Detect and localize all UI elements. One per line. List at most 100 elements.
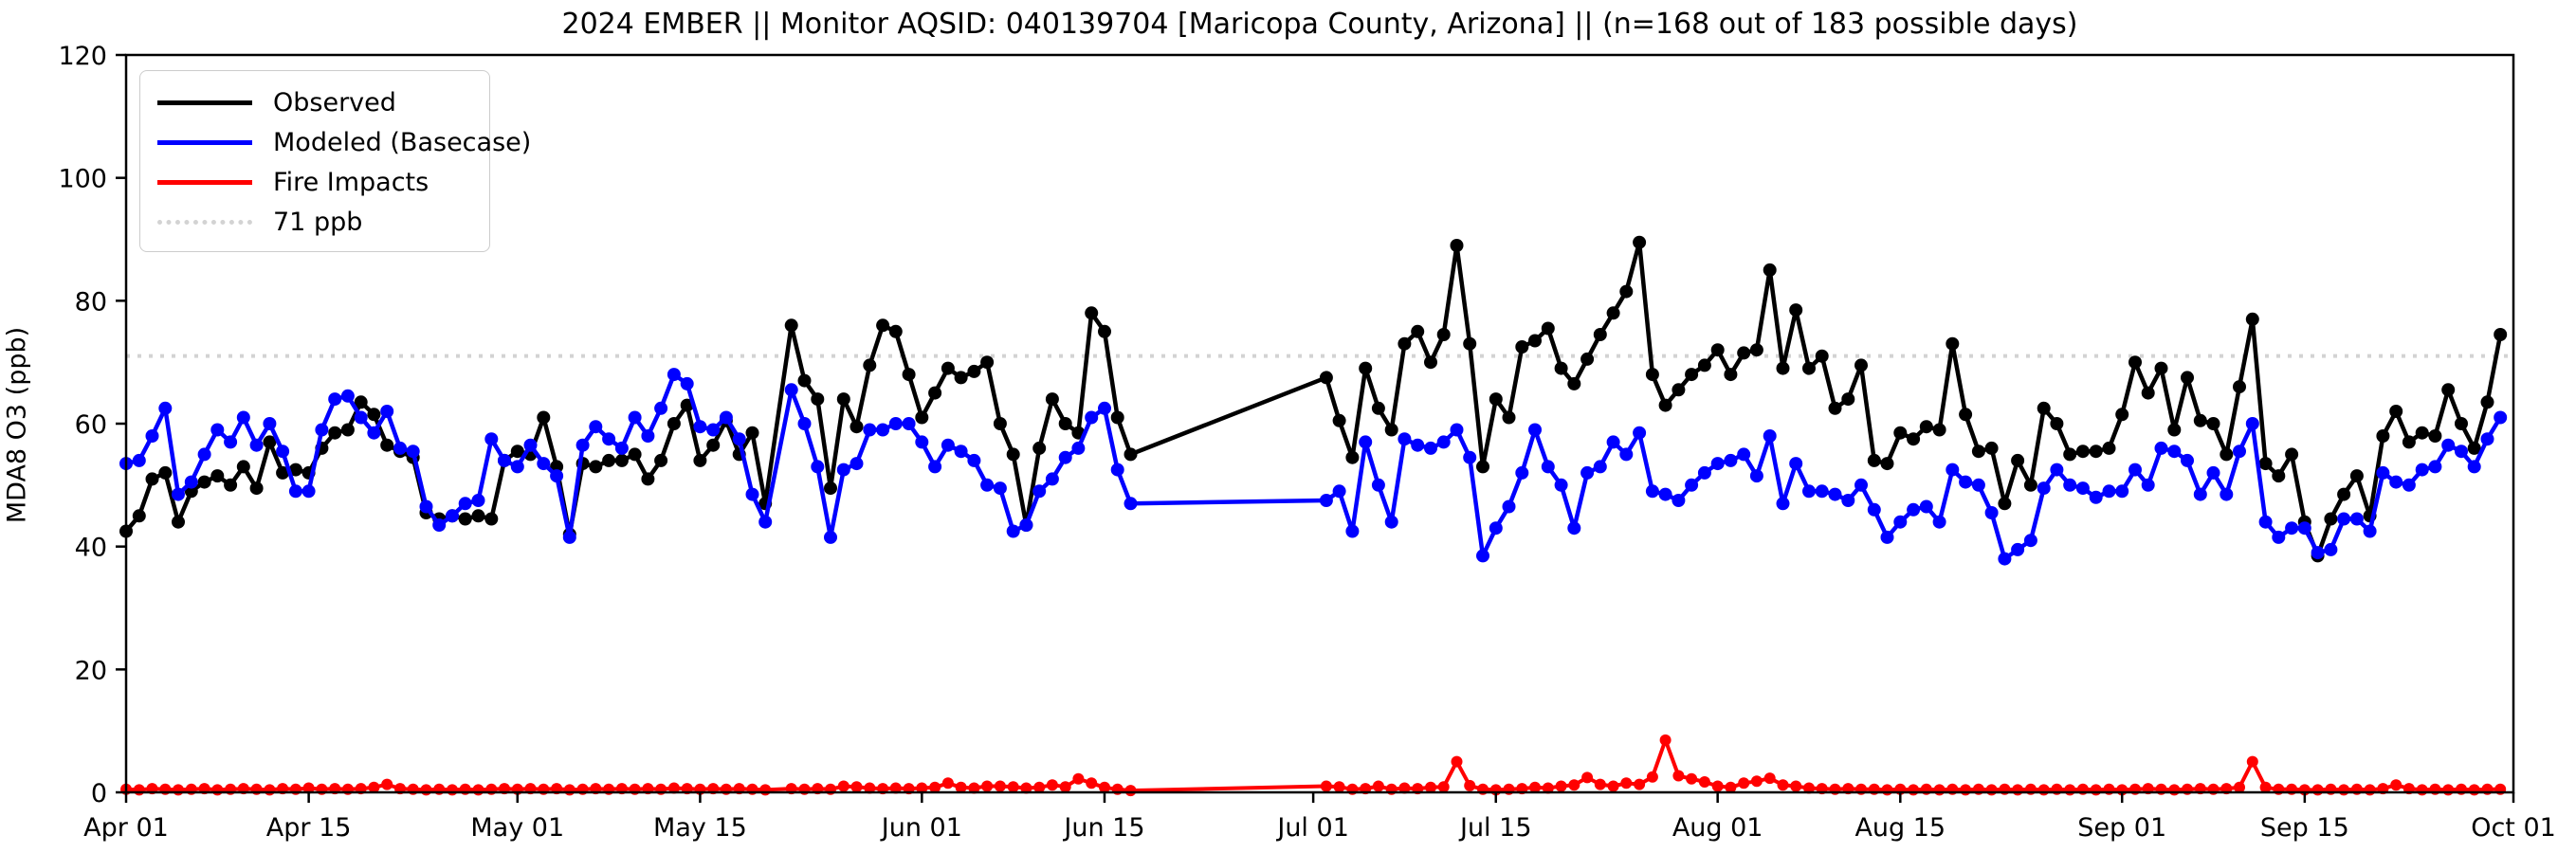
data-point-modeled: [263, 417, 277, 430]
data-point-modeled: [1019, 518, 1033, 532]
data-point-modeled: [2193, 487, 2207, 501]
data-point-observed: [967, 364, 981, 378]
data-point-modeled: [1045, 472, 1059, 486]
data-point-observed: [1932, 423, 1946, 437]
data-point-modeled: [367, 426, 381, 440]
data-point-observed: [2193, 413, 2207, 427]
data-point-modeled: [1645, 484, 1659, 499]
data-point-observed: [1006, 447, 1020, 462]
data-point-fire: [1046, 779, 1058, 791]
data-point-observed: [2115, 408, 2129, 422]
x-tick-label: May 15: [653, 813, 747, 843]
data-point-modeled: [2011, 542, 2025, 556]
data-point-modeled: [328, 392, 342, 407]
y-tick-label: 60: [75, 410, 107, 440]
data-point-modeled: [537, 457, 551, 471]
data-point-modeled: [1554, 478, 1568, 492]
data-point-observed: [2494, 328, 2508, 341]
y-tick-label: 40: [75, 534, 107, 563]
data-point-modeled: [1749, 469, 1763, 483]
data-point-observed: [224, 478, 238, 492]
data-point-observed: [1619, 284, 1634, 299]
data-point-modeled: [2441, 438, 2456, 452]
data-point-modeled: [2181, 453, 2194, 467]
data-point-modeled: [1984, 506, 1999, 519]
data-point-fire: [1725, 781, 1737, 793]
data-point-observed: [2154, 361, 2168, 375]
data-point-fire: [2012, 784, 2024, 796]
data-point-modeled: [641, 429, 655, 443]
data-point-modeled: [288, 484, 302, 499]
data-point-fire: [864, 782, 876, 794]
data-point-modeled: [1489, 521, 1503, 535]
data-point-modeled: [210, 423, 225, 437]
data-point-modeled: [354, 410, 368, 425]
data-point-modeled: [446, 509, 459, 523]
data-point-modeled: [419, 499, 433, 514]
data-point-modeled: [158, 401, 173, 415]
data-point-fire: [1086, 777, 1098, 789]
data-point-observed: [641, 472, 655, 486]
data-point-modeled: [2415, 463, 2429, 477]
data-point-observed: [2063, 447, 2077, 462]
data-point-modeled: [2245, 417, 2259, 430]
data-point-modeled: [1789, 457, 1803, 471]
data-point-observed: [1802, 361, 1816, 375]
data-point-observed: [158, 465, 173, 480]
data-point-modeled: [380, 405, 394, 418]
data-point-modeled: [1971, 478, 1985, 492]
x-tick-label: Apr 15: [266, 813, 352, 843]
data-point-observed: [1710, 343, 1725, 357]
data-point-modeled: [1763, 429, 1777, 443]
data-point-fire: [1099, 781, 1110, 793]
data-point-fire: [1960, 784, 1972, 796]
data-point-modeled: [902, 417, 916, 430]
data-point-modeled: [484, 432, 499, 446]
data-point-observed: [2480, 395, 2494, 409]
x-tick-label: Apr 01: [83, 813, 169, 843]
data-point-fire: [1750, 775, 1763, 788]
data-point-observed: [863, 358, 877, 372]
data-point-fire: [1933, 784, 1946, 796]
data-point-fire: [420, 784, 432, 796]
data-point-observed: [2220, 447, 2234, 462]
data-point-fire: [2246, 755, 2258, 768]
data-point-observed: [132, 509, 146, 523]
data-point-modeled: [1685, 478, 1699, 492]
data-point-modeled: [1124, 497, 1138, 511]
data-point-modeled: [1658, 487, 1672, 501]
data-point-fire: [2090, 784, 2102, 796]
data-point-modeled: [132, 453, 146, 467]
data-point-modeled: [224, 435, 238, 449]
data-point-modeled: [2115, 484, 2129, 499]
data-point-modeled: [471, 494, 485, 507]
data-point-fire: [994, 780, 1006, 792]
data-point-fire: [302, 782, 315, 794]
data-point-observed: [1633, 235, 1647, 249]
data-point-fire: [1581, 771, 1594, 784]
data-point-fire: [2338, 784, 2350, 796]
data-point-modeled: [1672, 494, 1686, 507]
legend-item-fire: Fire Impacts: [140, 162, 489, 202]
data-point-modeled: [1436, 435, 1451, 449]
data-point-modeled: [2089, 490, 2103, 504]
data-point-fire: [1594, 778, 1606, 790]
data-point-modeled: [1359, 435, 1373, 449]
data-point-observed: [2167, 423, 2182, 437]
data-point-modeled: [1710, 457, 1725, 471]
data-point-modeled: [1633, 426, 1647, 440]
data-point-modeled: [1567, 521, 1581, 535]
data-point-fire: [1985, 784, 1998, 796]
data-point-fire: [1686, 772, 1698, 785]
data-point-fire: [2168, 784, 2181, 796]
data-point-observed: [510, 445, 524, 459]
data-point-fire: [1881, 784, 1893, 796]
data-point-modeled: [2167, 445, 2182, 459]
data-point-fire: [916, 782, 928, 794]
data-point-observed: [1998, 497, 2012, 511]
data-point-fire: [2364, 784, 2376, 796]
data-point-observed: [824, 481, 837, 496]
data-point-observed: [2258, 457, 2273, 471]
data-point-modeled: [1724, 453, 1738, 467]
